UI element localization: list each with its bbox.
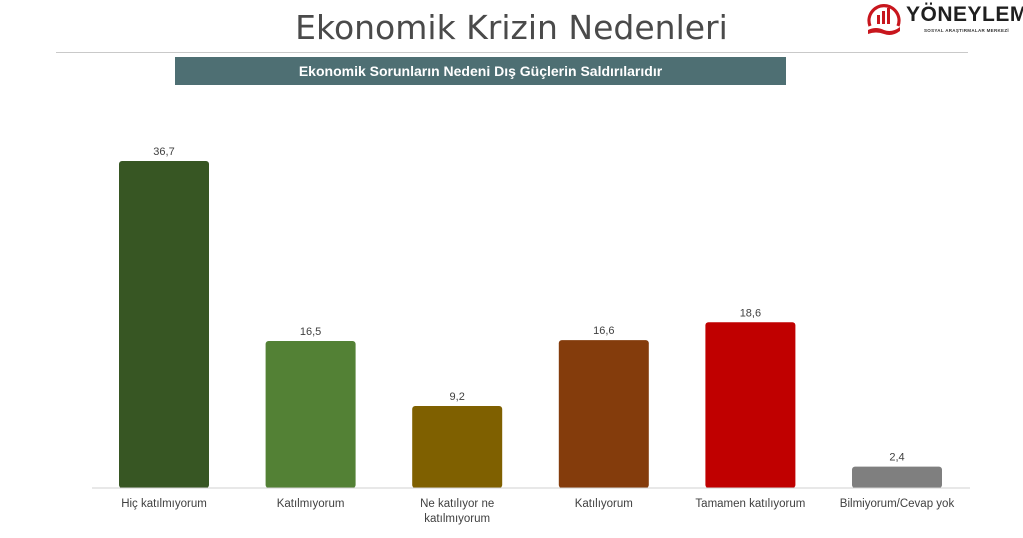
- hand-bar-chart-logo-icon: [867, 4, 901, 35]
- category-labels: Hiç katılmıyorum Katılmıyorum Ne katılıyor…: [121, 498, 954, 525]
- data-label: 16,6: [593, 325, 614, 337]
- bar: [265, 340, 356, 488]
- logo-tagline: SOSYAL ARAŞTIRMALAR MERKEZİ: [924, 28, 1009, 33]
- title-divider: [56, 52, 968, 53]
- category-label: Katılıyorum: [575, 498, 633, 510]
- data-label: 18,6: [740, 307, 761, 319]
- category-label: Hiç katılmıyorum: [121, 498, 207, 510]
- category-label: Tamamen katılıyorum: [695, 498, 805, 510]
- page-title: Ekonomik Krizin Nedenleri: [295, 8, 728, 47]
- bar: [119, 161, 209, 488]
- category-label: Bilmiyorum/Cevap yok: [840, 498, 955, 510]
- data-label: 9,2: [450, 391, 465, 403]
- data-label: 16,5: [300, 326, 321, 338]
- bar: [412, 406, 503, 488]
- chart-subtitle-banner: Ekonomik Sorunların Nedeni Dış Güçlerin …: [175, 57, 786, 85]
- bar: [558, 340, 649, 488]
- chart-subtitle: Ekonomik Sorunların Nedeni Dış Güçlerin …: [298, 63, 663, 79]
- bar: [852, 466, 942, 488]
- category-label: Ne katılıyor ne katılmıyorum: [420, 498, 494, 525]
- data-label: 2,4: [889, 452, 904, 464]
- category-label: Katılmıyorum: [277, 498, 345, 510]
- data-label: 36,7: [153, 146, 174, 158]
- bar: [705, 322, 796, 488]
- yoneylem-logo: YÖNEYLEM SOSYAL ARAŞTIRMALAR MERKEZİ: [862, 0, 1023, 42]
- bar-series: 36,7 16,5 9,2 16,6 18,6 2,4: [119, 146, 942, 488]
- logo-wordmark: YÖNEYLEM: [906, 3, 1023, 26]
